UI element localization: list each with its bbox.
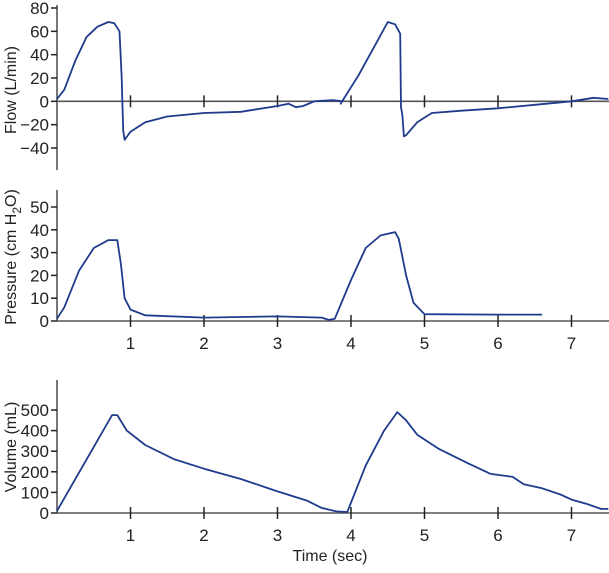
y-tick-label: 80 <box>30 0 49 18</box>
x-tick-label: 3 <box>273 526 282 545</box>
x-axis-label: Time (sec) <box>293 548 368 565</box>
y-tick-label: 200 <box>21 463 49 482</box>
y-tick-label: 0 <box>40 92 49 111</box>
x-tick-label: 5 <box>420 334 429 353</box>
flow-curve <box>56 21 609 141</box>
y-tick-label: 100 <box>21 483 49 502</box>
x-tick-label: 6 <box>493 334 502 353</box>
x-tick-label: 5 <box>420 526 429 545</box>
y-tick-label: 500 <box>21 401 49 420</box>
x-tick-label: 4 <box>346 334 355 353</box>
y-axis-label: Pressure (cm H2O) <box>3 189 24 325</box>
x-tick-label: 7 <box>567 334 576 353</box>
x-tick-label: 1 <box>126 526 135 545</box>
x-tick-label: 6 <box>493 526 502 545</box>
y-axis-label: Flow (L/min) <box>3 46 20 134</box>
y-tick-label: −40 <box>20 139 49 158</box>
x-tick-label: 2 <box>199 334 208 353</box>
y-tick-label: 10 <box>30 289 49 308</box>
y-tick-label: 40 <box>30 221 49 240</box>
x-tick-label: 2 <box>199 526 208 545</box>
y-tick-label: 20 <box>30 69 49 88</box>
x-tick-label: 7 <box>567 526 576 545</box>
y-tick-label: 400 <box>21 422 49 441</box>
pressure-panel: 0 10 20 30 40 50 1 2 3 4 5 6 7 Pressure (cm H2O) <box>3 189 609 353</box>
y-tick-label: 0 <box>40 504 49 523</box>
volume-curve <box>56 411 609 513</box>
pressure-curve <box>56 231 543 321</box>
y-tick-label: 20 <box>30 266 49 285</box>
y-tick-label: 40 <box>30 46 49 65</box>
y-tick-label: 30 <box>30 244 49 263</box>
x-tick-label: 4 <box>346 526 355 545</box>
y-tick-label: 60 <box>30 22 49 41</box>
y-tick-label: −20 <box>20 116 49 135</box>
x-tick-label: 3 <box>273 334 282 353</box>
y-axis-label: Volume (mL) <box>3 402 20 493</box>
y-tick-label: 50 <box>30 198 49 217</box>
x-tick-label: 1 <box>126 334 135 353</box>
y-tick-label: 0 <box>40 312 49 331</box>
y-tick-label: 300 <box>21 442 49 461</box>
